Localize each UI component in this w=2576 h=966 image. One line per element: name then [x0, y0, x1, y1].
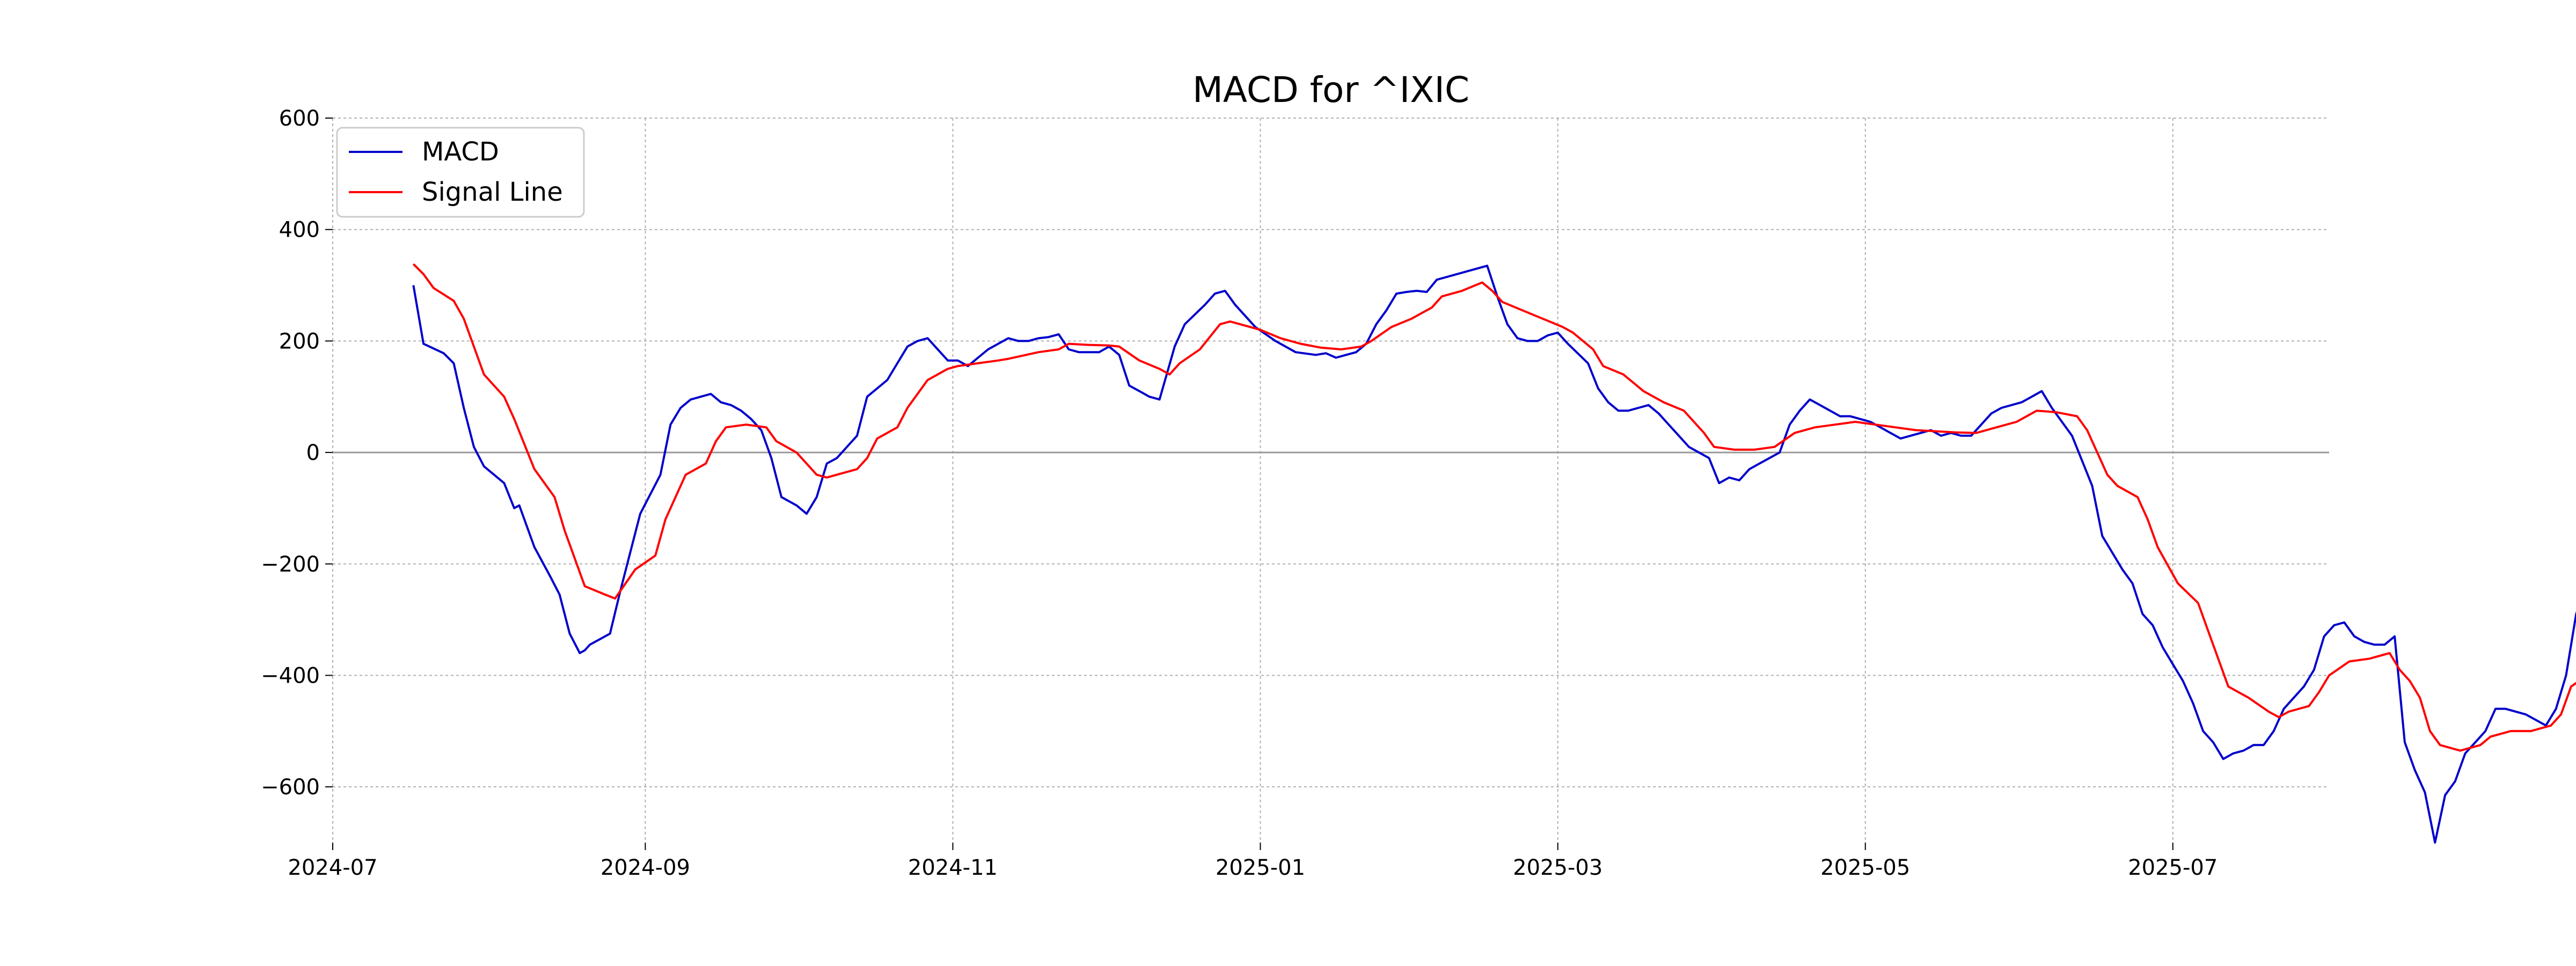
x-tick-label: 2025-01	[1216, 855, 1305, 880]
x-tick-label: 2025-03	[1513, 855, 1602, 880]
x-tick-label: 2024-07	[288, 855, 377, 880]
legend-box	[336, 127, 585, 218]
y-tick-label: 600	[279, 106, 320, 131]
legend: MACD Signal Line	[336, 127, 585, 218]
x-tick-label: 2025-07	[2128, 855, 2218, 880]
macd-line	[412, 265, 2576, 844]
grid-layer	[332, 118, 2329, 843]
legend-label-macd: MACD	[422, 137, 499, 167]
y-tick-label: −400	[261, 663, 320, 688]
chart-title: MACD for ^IXIC	[1192, 69, 1469, 111]
signal-line	[412, 263, 2576, 752]
y-tick-label: −600	[261, 775, 320, 800]
y-tick-label: 400	[279, 218, 320, 243]
x-axis-ticks: 2024-07 2024-09 2024-11 2025-01 2025-03 2025-…	[288, 843, 2218, 880]
legend-label-signal-line: Signal Line	[422, 177, 563, 207]
x-tick-label: 2024-09	[601, 855, 690, 880]
x-tick-label: 2024-11	[908, 855, 998, 880]
y-tick-label: 0	[306, 441, 320, 465]
x-tick-label: 2025-05	[1820, 855, 1910, 880]
y-tick-label: 200	[279, 329, 320, 354]
y-tick-label: −200	[261, 552, 320, 577]
y-axis-ticks: 600 400 200 0 −200 −400 −600	[261, 106, 333, 800]
series-layer	[412, 263, 2576, 844]
